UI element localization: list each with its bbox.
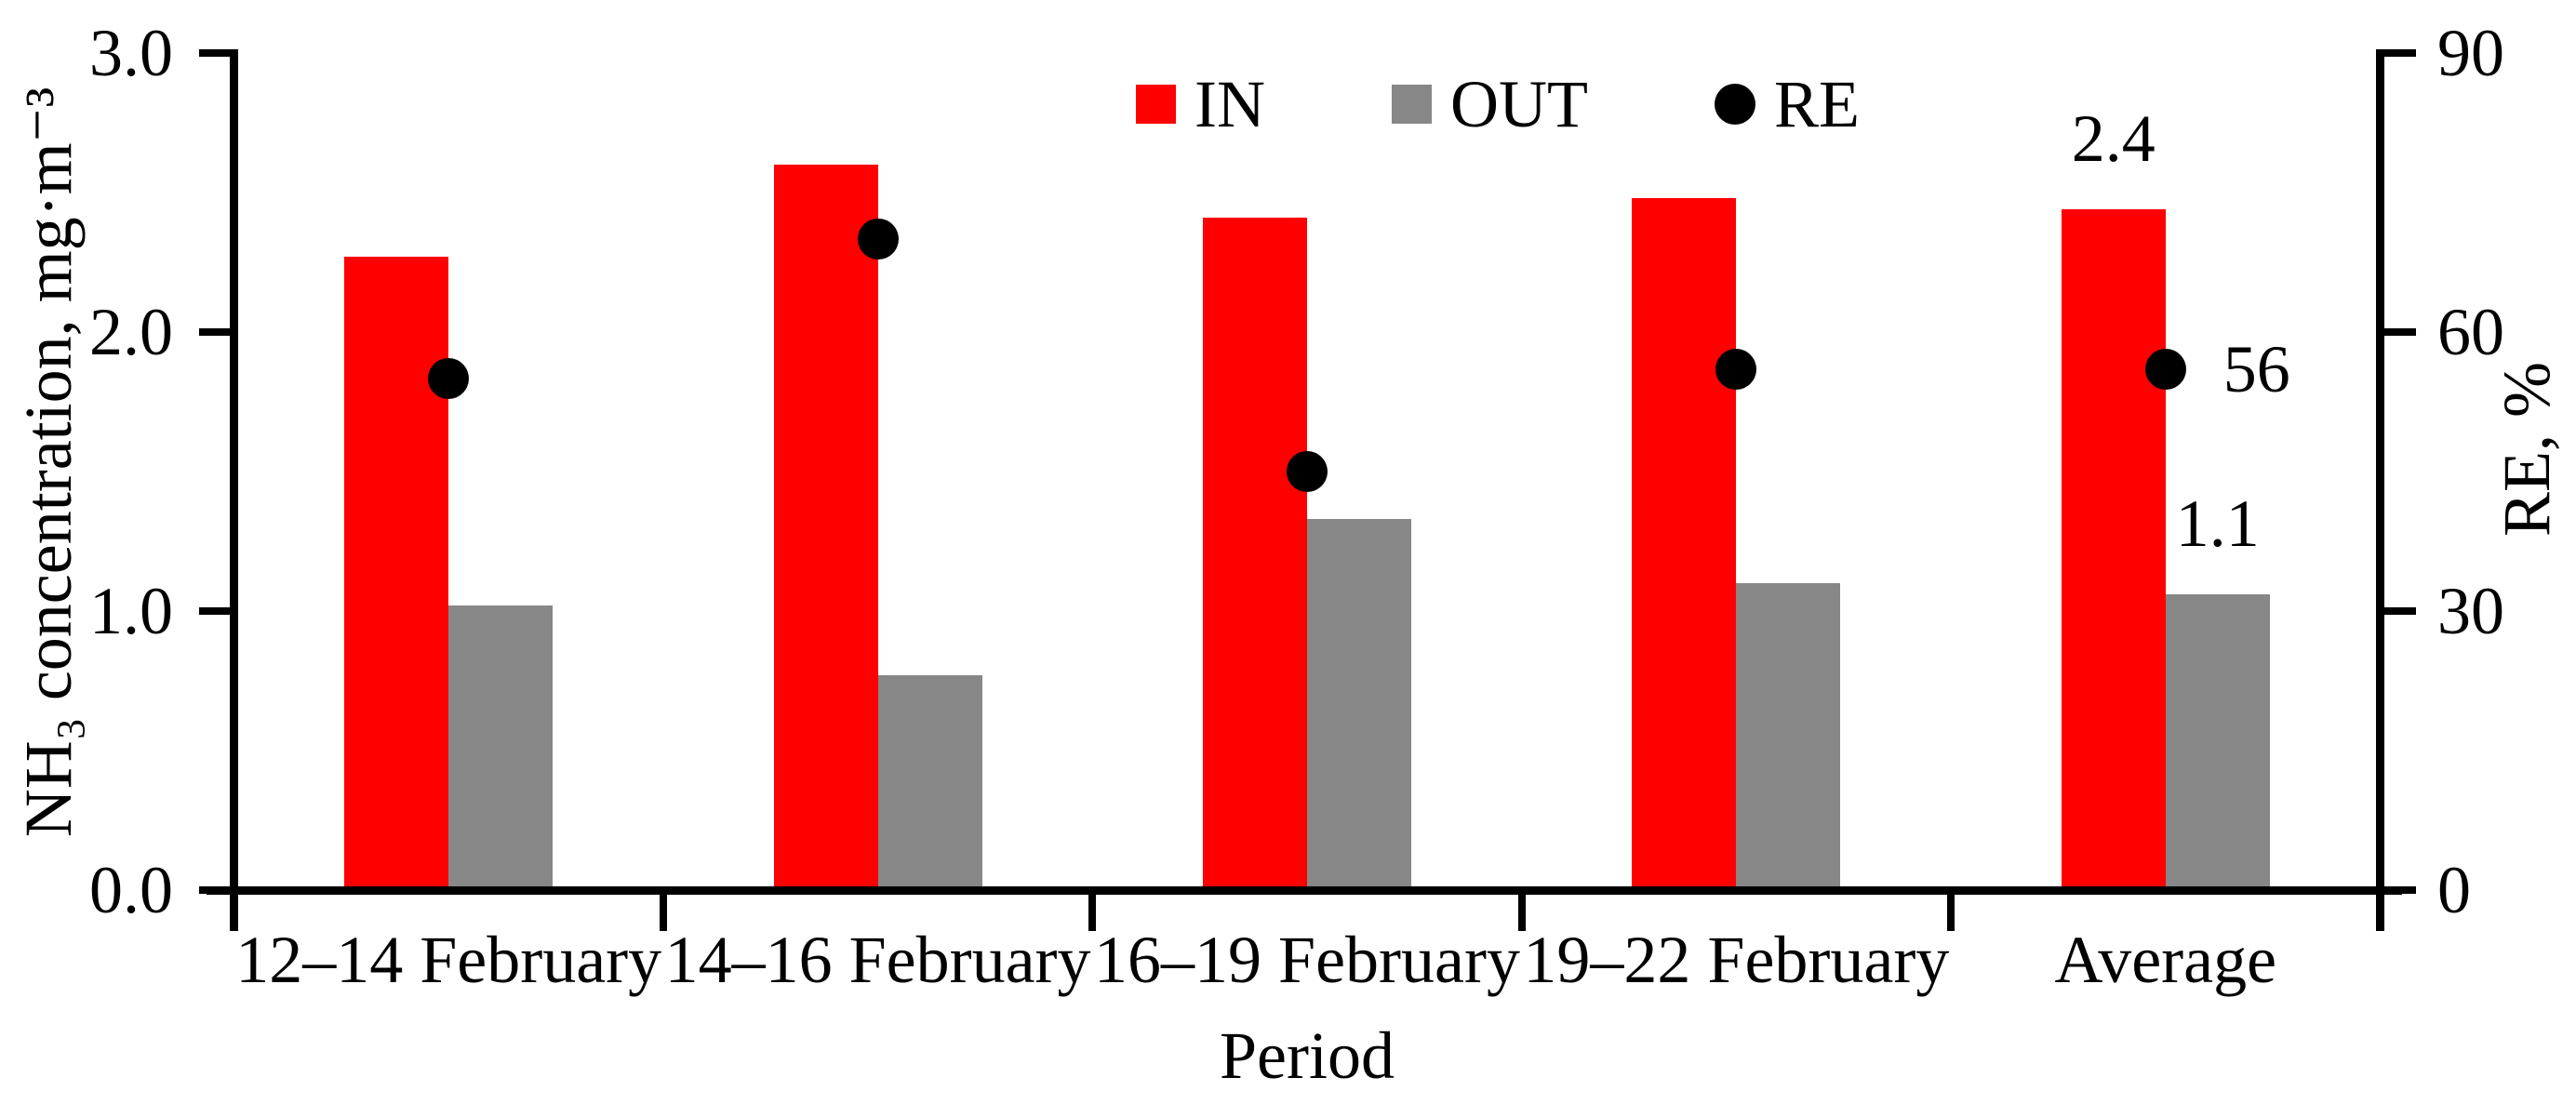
category-label-1: 14–16 February [664, 923, 1091, 997]
legend-label-in: IN [1195, 67, 1265, 141]
data-label-re-average: 56 [2222, 332, 2290, 406]
re-dot-0 [428, 358, 470, 399]
in-series-swatch-icon [1136, 85, 1176, 124]
bar-in-0 [344, 257, 449, 886]
left-axis-tick-label: 0.0 [89, 853, 173, 927]
right-axis-tick-label: 60 [2437, 295, 2504, 369]
right-axis-tick [2383, 49, 2416, 57]
x-axis-boundary-tick [1517, 886, 1526, 931]
category-label-0: 12–14 February [235, 923, 662, 997]
bar-out-2 [1307, 519, 1411, 886]
legend-label-re: RE [1773, 67, 1860, 141]
x-axis-boundary-tick [230, 886, 238, 931]
bar-out-4 [2165, 594, 2270, 886]
left-axis-tick [198, 607, 231, 615]
bar-in-2 [1203, 218, 1307, 886]
right-axis-tick-label: 30 [2437, 574, 2504, 648]
y-axis-right [2376, 49, 2384, 931]
x-axis-title: Period [1220, 1018, 1395, 1093]
legend-label-out: OUT [1449, 67, 1588, 141]
legend-item-re: RE [1714, 67, 1860, 141]
left-axis-tick-label: 1.0 [89, 574, 173, 648]
category-label-4: Average [2054, 923, 2277, 997]
x-axis-boundary-tick [659, 886, 667, 931]
right-axis-tick [2383, 607, 2416, 615]
re-dot-4 [2144, 349, 2186, 390]
data-label-in-average: 2.4 [2071, 101, 2156, 176]
left-axis-tick-label: 3.0 [89, 16, 173, 90]
x-axis-boundary-tick [1088, 886, 1097, 931]
category-label-2: 16–19 February [1094, 923, 1520, 997]
x-axis-boundary-tick [2376, 886, 2384, 931]
re-dot-3 [1715, 349, 1757, 390]
re-series-marker-icon [1714, 84, 1755, 125]
bar-in-3 [1632, 198, 1737, 886]
re-dot-2 [1287, 451, 1328, 492]
right-axis-tick-label: 90 [2437, 16, 2504, 90]
legend-item-out: OUT [1391, 67, 1588, 141]
x-axis-line [207, 886, 2402, 895]
right-axis-title: RE, % [2489, 362, 2564, 537]
right-axis-tick [2383, 328, 2416, 336]
bar-in-1 [773, 165, 878, 886]
category-label-3: 19–22 February [1523, 923, 1950, 997]
left-axis-tick [198, 328, 231, 336]
legend-item-in: IN [1136, 71, 1265, 138]
left-axis-tick-label: 2.0 [89, 295, 173, 369]
legend: IN OUT RE [1136, 71, 1860, 138]
right-axis-tick-label: 0 [2437, 853, 2471, 927]
left-axis-tick [198, 49, 231, 57]
data-label-out-average: 1.1 [2175, 486, 2260, 561]
bar-out-0 [448, 605, 554, 886]
re-dot-1 [857, 219, 899, 259]
bar-in-4 [2061, 209, 2166, 886]
left-axis-tick [198, 886, 231, 894]
right-axis-tick [2383, 886, 2416, 894]
out-series-swatch-icon [1391, 85, 1432, 124]
bar-out-1 [877, 675, 982, 886]
bar-out-3 [1736, 583, 1841, 886]
x-axis-boundary-tick [1947, 886, 1955, 931]
y-axis-left [230, 49, 238, 931]
